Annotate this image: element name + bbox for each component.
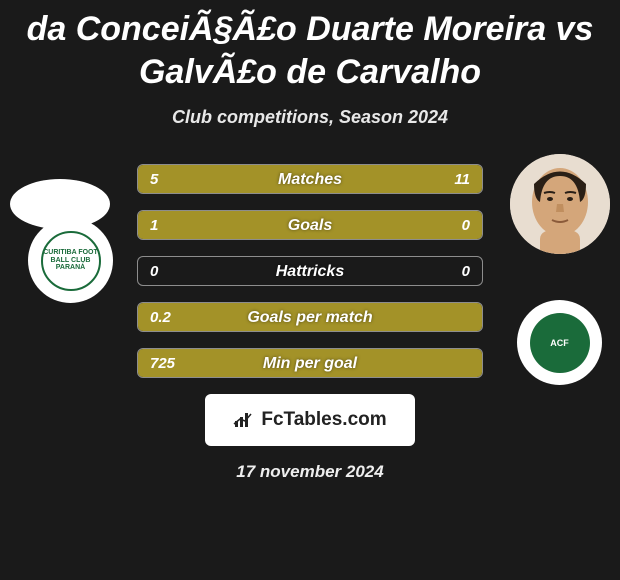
- stat-label: Matches: [138, 165, 482, 194]
- subtitle: Club competitions, Season 2024: [0, 107, 620, 128]
- club-right-abbr: ACF: [550, 338, 569, 348]
- chart-icon: [233, 411, 255, 429]
- stat-label: Goals: [138, 211, 482, 240]
- club-left-name: CURITIBA FOOT BALL CLUB PARANÁ: [43, 249, 99, 272]
- stat-label: Goals per match: [138, 303, 482, 332]
- stat-row: 00Hattricks: [137, 256, 483, 286]
- stat-label: Min per goal: [138, 349, 482, 378]
- page-title: da ConceiÃ§Ã£o Duarte Moreira vs GalvÃ£o…: [0, 0, 620, 93]
- stat-rows: 511Matches 10Goals 00Hattricks 0.2Goals per…: [137, 164, 483, 378]
- stat-row: 725Min per goal: [137, 348, 483, 378]
- comparison-card: da ConceiÃ§Ã£o Duarte Moreira vs GalvÃ£o…: [0, 0, 620, 580]
- logo-text: FcTables.com: [261, 409, 386, 431]
- date: 17 november 2024: [0, 462, 620, 482]
- club-left-badge: CURITIBA FOOT BALL CLUB PARANÁ: [28, 218, 113, 303]
- club-left-inner: CURITIBA FOOT BALL CLUB PARANÁ: [41, 231, 101, 291]
- player-right-avatar: [510, 154, 610, 254]
- stat-label: Hattricks: [138, 257, 482, 286]
- stat-row: 511Matches: [137, 164, 483, 194]
- club-right-inner: ACF: [530, 313, 590, 373]
- club-right-badge: ACF: [517, 300, 602, 385]
- stat-row: 10Goals: [137, 210, 483, 240]
- face-icon: [510, 154, 610, 254]
- fctables-logo: FcTables.com: [205, 394, 415, 446]
- stats-area: CURITIBA FOOT BALL CLUB PARANÁ ACF 511Ma…: [0, 164, 620, 378]
- stat-row: 0.2Goals per match: [137, 302, 483, 332]
